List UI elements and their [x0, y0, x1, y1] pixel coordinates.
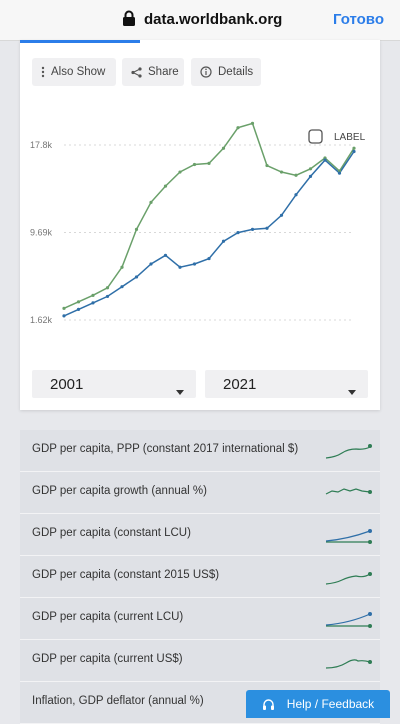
data-point[interactable]	[221, 239, 226, 243]
start-year-select[interactable]: 2001	[32, 370, 196, 398]
data-point[interactable]	[308, 167, 313, 171]
data-point[interactable]	[294, 173, 298, 177]
data-point[interactable]	[265, 163, 269, 168]
y-tick-label: 1.62k	[30, 315, 53, 325]
share-button[interactable]: Share	[122, 58, 184, 86]
data-point[interactable]	[120, 285, 124, 289]
sparkline-icon	[325, 572, 372, 585]
data-point[interactable]	[62, 306, 66, 310]
indicator-label: GDP per capita (constant 2015 US$)	[32, 569, 220, 581]
data-point[interactable]	[279, 170, 284, 174]
share-label: Share	[148, 66, 179, 78]
data-point[interactable]	[76, 307, 81, 312]
data-point[interactable]	[178, 170, 182, 174]
data-point[interactable]	[265, 226, 269, 230]
list-item[interactable]: GDP per capita (constant LCU)	[20, 514, 380, 556]
series-line-0	[63, 122, 355, 309]
data-point[interactable]	[91, 301, 95, 305]
data-point[interactable]	[105, 294, 110, 299]
label-checkbox[interactable]	[308, 129, 323, 144]
data-point[interactable]	[323, 158, 327, 162]
data-point[interactable]	[120, 265, 124, 269]
list-item[interactable]: GDP per capita growth (annual %)	[20, 472, 380, 514]
data-point[interactable]	[236, 231, 240, 235]
data-point[interactable]	[62, 314, 66, 318]
end-year-value: 2021	[223, 376, 257, 393]
list-item[interactable]: GDP per capita (current US$)	[20, 640, 380, 682]
data-point[interactable]	[279, 213, 284, 217]
help-feedback-label: Help / Feedback	[286, 697, 375, 711]
data-point[interactable]	[294, 193, 298, 197]
data-point[interactable]	[207, 256, 211, 261]
list-item[interactable]: GDP per capita, PPP (constant 2017 inter…	[20, 430, 380, 472]
indicator-label: GDP per capita growth (annual %)	[32, 485, 207, 497]
headset-icon	[262, 698, 275, 711]
indicator-label: GDP per capita (constant LCU)	[32, 527, 191, 539]
data-point[interactable]	[134, 275, 139, 279]
active-tab-indicator	[20, 40, 140, 43]
data-point[interactable]	[352, 149, 356, 154]
indicator-label: GDP per capita (current US$)	[32, 653, 183, 665]
data-point[interactable]	[337, 171, 342, 175]
data-point[interactable]	[192, 162, 197, 167]
chevron-down-icon	[348, 382, 356, 399]
data-point[interactable]	[178, 265, 182, 269]
indicator-list: GDP per capita, PPP (constant 2017 inter…	[20, 430, 380, 724]
start-year-value: 2001	[50, 376, 84, 393]
data-point[interactable]	[352, 146, 356, 150]
also-show-button[interactable]: Also Show	[32, 58, 116, 86]
more-vertical-icon	[41, 66, 45, 78]
data-point[interactable]	[250, 227, 255, 231]
share-icon	[131, 66, 142, 78]
data-point[interactable]	[149, 200, 153, 204]
gdp-line-chart: 17.8k 9.69k 1.62k LABEL	[30, 121, 366, 325]
data-point[interactable]	[163, 253, 168, 257]
also-show-label: Also Show	[51, 66, 106, 78]
y-tick-label: 17.8k	[30, 140, 53, 150]
data-point[interactable]	[105, 286, 110, 290]
indicator-label: Inflation, GDP deflator (annual %)	[32, 695, 204, 707]
done-button[interactable]: Готово	[332, 11, 384, 28]
details-label: Details	[218, 66, 254, 78]
data-point[interactable]	[91, 293, 95, 297]
list-item[interactable]: GDP per capita (constant 2015 US$)	[20, 556, 380, 598]
chart-card: Also Show Share Details 17.8k 9.69k 1.62k …	[20, 40, 380, 410]
list-item[interactable]: GDP per capita (current LCU)	[20, 598, 380, 640]
data-point[interactable]	[134, 227, 139, 231]
url-text[interactable]: data.worldbank.org	[144, 11, 283, 28]
sparkline-icon	[325, 659, 372, 669]
info-icon	[200, 66, 212, 78]
data-point[interactable]	[207, 161, 211, 165]
label-checkbox-text: LABEL	[334, 132, 366, 143]
data-point[interactable]	[221, 146, 226, 150]
chevron-down-icon	[176, 382, 184, 399]
browser-bar: data.worldbank.org Готово	[0, 0, 400, 41]
lock-icon	[122, 10, 136, 32]
data-point[interactable]	[149, 262, 153, 266]
help-feedback-button[interactable]: Help / Feedback	[246, 690, 390, 718]
sparkline-icon	[325, 529, 372, 544]
indicator-label: GDP per capita, PPP (constant 2017 inter…	[32, 443, 299, 455]
sparkline-icon	[325, 444, 372, 459]
indicator-label: GDP per capita (current LCU)	[32, 611, 184, 623]
data-point[interactable]	[192, 262, 197, 266]
data-point[interactable]	[76, 300, 81, 304]
end-year-select[interactable]: 2021	[205, 370, 368, 398]
sparkline-icon	[325, 612, 372, 628]
sparkline-icon	[325, 488, 372, 495]
data-point[interactable]	[163, 184, 168, 188]
data-point[interactable]	[250, 121, 255, 125]
details-button[interactable]: Details	[191, 58, 261, 86]
y-tick-label: 9.69k	[30, 228, 53, 238]
data-point[interactable]	[308, 174, 313, 178]
data-point[interactable]	[236, 126, 240, 130]
